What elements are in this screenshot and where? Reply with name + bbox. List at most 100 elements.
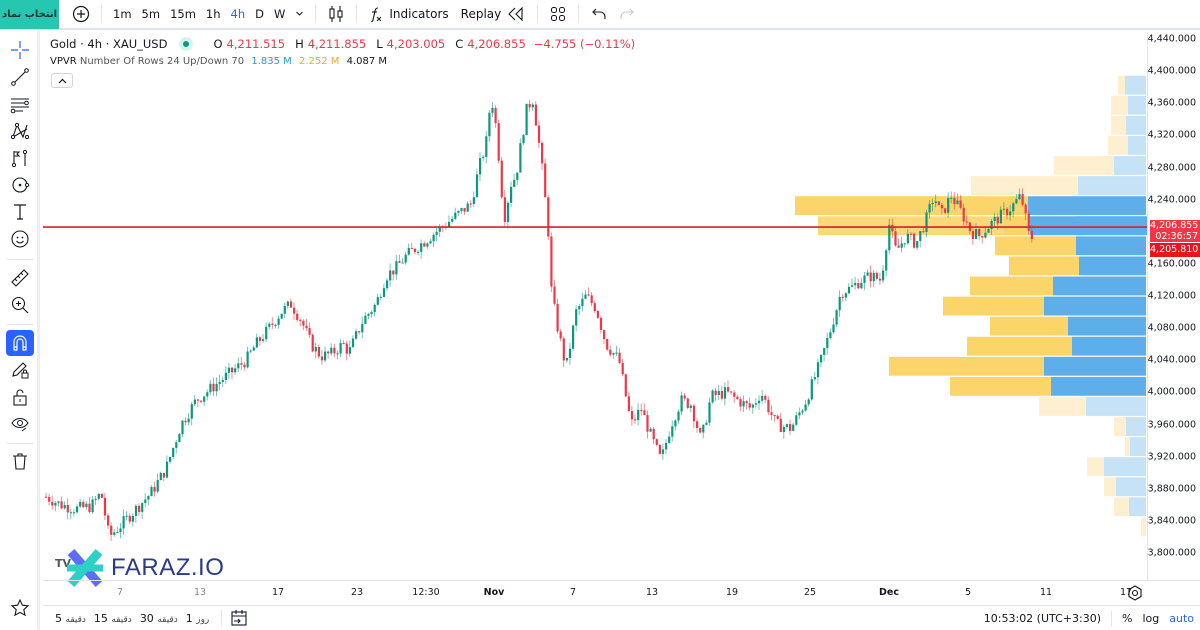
price-axis-label: 4,120.000 — [1147, 290, 1196, 302]
time-axis-label: 19 — [725, 587, 739, 598]
shapes-tool[interactable] — [6, 172, 34, 198]
indicators-label: Indicators — [389, 7, 449, 21]
pattern-tool[interactable] — [6, 118, 34, 144]
crosshair-icon — [11, 41, 29, 59]
vpvr-total-volume: 4.087 M — [346, 56, 388, 67]
forecast-tool[interactable] — [6, 145, 34, 171]
percent-scale-toggle[interactable]: % — [1122, 612, 1133, 625]
timeframe-dropdown[interactable] — [290, 7, 309, 21]
emoji-tool[interactable] — [6, 226, 34, 252]
time-axis-label: 12:30 — [412, 587, 440, 598]
timeframe-15m[interactable]: 15m — [170, 7, 196, 21]
zoom-in-icon — [11, 296, 29, 314]
vpvr-legend[interactable]: VPVR Number Of Rows 24 Up/Down 70 1.835 … — [50, 56, 387, 67]
trend-line-icon — [11, 68, 29, 86]
timeframe-1h[interactable]: 1h — [205, 7, 221, 21]
function-icon — [371, 7, 382, 22]
hide-drawings[interactable] — [6, 411, 34, 437]
vpvr-down-volume: 2.252 M — [298, 56, 340, 67]
time-axis-label: 5 — [964, 587, 972, 598]
timeframe-5m[interactable]: 5m — [141, 7, 161, 21]
range-unit: روز — [196, 614, 210, 625]
range-1-day[interactable]: 1 روز — [186, 612, 210, 625]
vp-up-bar — [1104, 457, 1146, 477]
timeframe-d[interactable]: D — [255, 7, 264, 21]
symbol-title[interactable]: Gold · 4h · XAU_USD — [50, 37, 168, 51]
divider — [537, 5, 539, 23]
clock-timezone[interactable]: 10:53:02 (UTC+3:30) — [983, 612, 1101, 625]
close-value: 4,206.855 — [467, 37, 526, 51]
add-symbol-button[interactable] — [67, 0, 95, 28]
vp-up-bar — [1076, 236, 1146, 256]
chart-settings-icon[interactable] — [1126, 584, 1144, 602]
range-30-minutes[interactable]: 30 دقیقه — [140, 612, 178, 625]
redo-button[interactable] — [613, 0, 641, 28]
plus-circle-icon — [72, 5, 90, 23]
vp-up-bar — [1072, 336, 1146, 356]
watchlist-star-icon[interactable] — [10, 598, 30, 618]
trend-line-tool[interactable] — [6, 64, 34, 90]
vp-down-bar — [1114, 497, 1129, 517]
vp-down-bar — [970, 276, 1053, 296]
pencil-lock-icon — [12, 362, 29, 379]
faraz-watermark: TV FARAZ.IO — [55, 548, 224, 588]
price-axis-label: 4,320.000 — [1147, 129, 1196, 141]
ruler-icon — [11, 269, 29, 287]
vp-down-bar — [1104, 477, 1116, 497]
range-5-minutes[interactable]: 5 دقیقه — [55, 612, 86, 625]
lock-drawings-pencil[interactable] — [6, 357, 34, 383]
layout-button[interactable] — [544, 0, 572, 28]
range-15-minutes[interactable]: 15 دقیقه — [94, 612, 132, 625]
vp-down-bar — [1114, 417, 1126, 436]
forecast-icon — [11, 149, 28, 168]
vp-down-bar — [990, 316, 1068, 336]
price-axis-label: 4,360.000 — [1147, 97, 1196, 109]
time-axis-label: 13 — [193, 587, 207, 598]
top-toolbar: انتخاب نماد 1m 5m 15m 1h 4h D W Indicato… — [0, 0, 1200, 30]
vp-up-bar — [1130, 437, 1146, 457]
chart-type-button[interactable] — [322, 0, 350, 28]
timeframe-1m[interactable]: 1m — [113, 7, 132, 21]
vp-down-bar — [1087, 457, 1104, 477]
measure-tool[interactable] — [6, 265, 34, 291]
time-axis-label: 7 — [569, 587, 577, 598]
range-number: 15 — [93, 611, 108, 625]
vp-up-bar — [1028, 196, 1146, 216]
symbol-search-button[interactable]: انتخاب نماد — [0, 0, 59, 29]
crosshair-tool[interactable] — [6, 37, 34, 63]
chevron-up-icon — [58, 78, 66, 83]
divider — [1111, 610, 1112, 627]
price-axis-label: 4,440.000 — [1147, 33, 1196, 45]
lock-all-drawings[interactable] — [6, 384, 34, 410]
magnet-icon — [13, 335, 27, 351]
range-unit: دقیقه — [157, 614, 178, 625]
vpvr-params: Number Of Rows 24 Up/Down 70 — [79, 56, 245, 67]
time-axis-label: 11 — [1039, 587, 1053, 598]
vp-up-bar — [1116, 477, 1146, 497]
horizontal-lines-icon — [10, 98, 29, 114]
zoom-in-tool[interactable] — [6, 292, 34, 318]
remove-drawings[interactable] — [6, 448, 34, 474]
vpvr-up-volume: 1.835 M — [251, 56, 292, 67]
vp-down-bar — [1039, 396, 1086, 416]
log-scale-toggle[interactable]: log — [1142, 612, 1160, 625]
text-tool[interactable] — [6, 199, 34, 225]
goto-date-icon[interactable] — [230, 609, 248, 627]
last-price-tag: 4,206.855 02:36:57 — [1150, 220, 1200, 242]
price-axis-label: 3,920.000 — [1147, 451, 1196, 463]
fib-tool[interactable] — [6, 91, 34, 117]
timeframe-4h[interactable]: 4h — [230, 7, 246, 21]
indicators-button[interactable]: Indicators — [363, 6, 454, 22]
auto-scale-toggle[interactable]: auto — [1169, 612, 1194, 625]
timeframe-w[interactable]: W — [273, 7, 286, 21]
replay-button[interactable]: Replay — [455, 6, 532, 22]
time-axis[interactable]: 7 13 17 23 12:30 Nov 7 13 19 25 Dec 5 11 17 — [43, 580, 1200, 604]
vp-down-bar — [1111, 95, 1128, 115]
price-axis-label: 3,840.000 — [1147, 515, 1196, 527]
undo-button[interactable] — [585, 0, 613, 28]
collapse-legend-button[interactable] — [51, 73, 73, 88]
price-axis[interactable]: 4,440.000 4,400.000 4,360.000 4,320.000 4,28… — [1147, 32, 1200, 580]
magnet-mode-toggle[interactable] — [6, 330, 34, 356]
price-chart-canvas[interactable] — [43, 32, 1147, 580]
